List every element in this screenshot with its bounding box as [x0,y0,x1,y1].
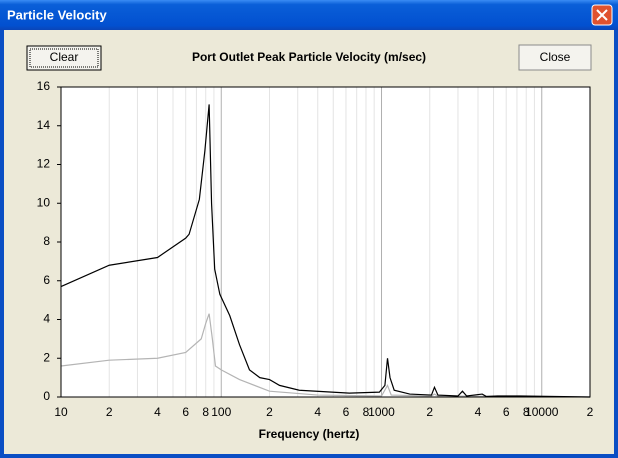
x-tick-label: 6 [503,405,510,419]
x-tick-label: 2 [106,405,113,419]
clear-button[interactable]: Clear [26,45,102,71]
x-tick-label: 1000 [368,405,395,419]
x-tick-label: 10000 [525,405,559,419]
y-tick-label: 10 [37,195,51,209]
plot [60,87,591,398]
x-tick-label: 2 [426,405,433,419]
x-tick-label: 2 [266,405,273,419]
y-tick-label: 2 [43,350,50,364]
plot-area [61,87,590,397]
x-tick-label: 8 [202,405,209,419]
x-tick-label: 4 [314,405,321,419]
y-tick-label: 8 [43,234,50,248]
y-tick-label: 12 [37,157,51,171]
x-tick-label: 4 [475,405,482,419]
title-bar [0,0,618,30]
x-tick-label: 2 [587,405,594,419]
close-button-bg[interactable] [518,44,592,71]
data-line [60,104,591,398]
focus-rect [29,48,99,68]
y-tick-label: 6 [43,273,50,287]
x-tick-label: 6 [182,405,189,419]
y-tick-label: 16 [37,79,51,93]
data-line [60,313,591,398]
y-tick-label: 0 [43,389,50,403]
close-label[interactable]: Close [540,50,571,64]
y-tick-label: 14 [37,118,51,132]
clear-label[interactable]: Clear [50,50,79,64]
x-tick-label: 100 [211,405,231,419]
y-tick-label: 4 [43,312,50,326]
window-title: Particle Velocity [7,7,107,22]
x-axis-title: Frequency (hertz) [259,427,360,441]
x-tick-label: 8 [363,405,370,419]
close-x-icon[interactable] [596,9,608,21]
clear-button-bg[interactable] [26,45,102,71]
x-tick-label: 6 [343,405,350,419]
chart-title: Port Outlet Peak Particle Velocity (m/se… [192,50,426,64]
x-tick-label: 8 [523,405,530,419]
close-window-button[interactable] [591,4,613,26]
close-button[interactable]: Close [518,44,592,71]
x-tick-label: 4 [154,405,161,419]
x-tick-label: 10 [54,405,68,419]
